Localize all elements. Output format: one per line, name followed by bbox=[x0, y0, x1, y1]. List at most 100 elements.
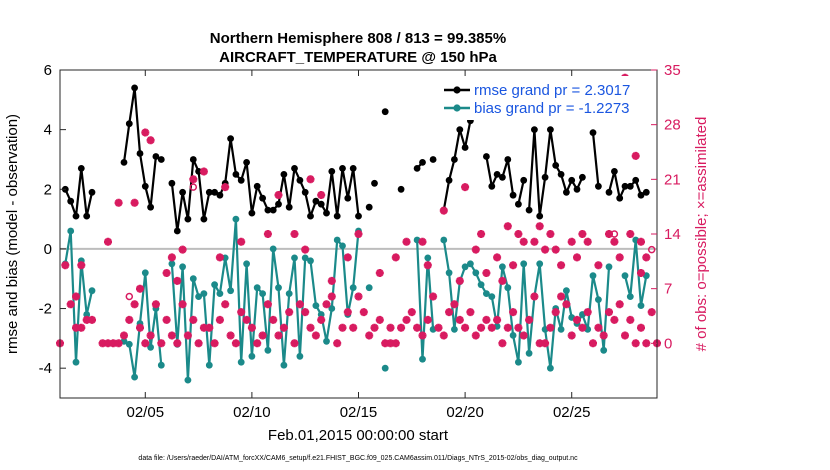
bias-point bbox=[269, 245, 277, 253]
bias-point bbox=[67, 227, 75, 235]
obs-assimilated-glyph bbox=[514, 230, 523, 238]
obs-assimilated-glyph bbox=[349, 323, 357, 332]
obs-assimilated-glyph bbox=[344, 308, 352, 316]
bias-point bbox=[141, 269, 149, 277]
obs-assimilated-glyph bbox=[322, 300, 331, 309]
bias-point bbox=[365, 284, 373, 292]
rmse-point bbox=[616, 194, 624, 202]
obs-assimilated-glyph bbox=[509, 308, 517, 316]
ticks-layer: 02/05 02/10 02/15 02/20 02/25 -4 -2 0 2 4 6 0 7 14 21 2… bbox=[39, 62, 681, 421]
obs-possible-point bbox=[125, 292, 134, 301]
obs-assimilated-glyph bbox=[530, 238, 539, 246]
obs-assimilated-point bbox=[231, 339, 240, 348]
obs-assimilated-point bbox=[445, 308, 454, 317]
obs-assimilated-point bbox=[162, 315, 171, 324]
bias-point bbox=[536, 260, 544, 268]
bias-point bbox=[307, 257, 314, 265]
bias-point bbox=[333, 236, 341, 244]
rmse-point bbox=[275, 200, 282, 208]
bias-point bbox=[477, 281, 485, 289]
y-right-tick-label: 7 bbox=[664, 281, 672, 298]
obs-assimilated-point bbox=[423, 315, 432, 324]
rmse-point bbox=[552, 162, 560, 169]
obs-assimilated-glyph bbox=[376, 316, 384, 324]
obs-assimilated-glyph bbox=[162, 316, 171, 324]
obs-assimilated-point bbox=[146, 136, 155, 145]
rmse-line bbox=[517, 180, 525, 205]
obs-assimilated-glyph bbox=[200, 167, 208, 176]
bias-point bbox=[509, 332, 517, 339]
obs-assimilated-glyph bbox=[482, 316, 491, 324]
obs-assimilated-glyph bbox=[440, 206, 448, 215]
obs-assimilated-point bbox=[429, 292, 438, 301]
rmse-point bbox=[525, 206, 533, 214]
bias-point bbox=[349, 284, 357, 292]
obs-assimilated-glyph bbox=[77, 323, 86, 332]
bias-point bbox=[168, 260, 176, 268]
obs-assimilated-glyph bbox=[461, 183, 469, 191]
obs-assimilated-glyph bbox=[413, 323, 421, 332]
rmse-point bbox=[301, 188, 309, 196]
obs-assimilated-point bbox=[290, 230, 299, 238]
bias-point bbox=[205, 361, 213, 369]
x-axis-label: Feb.01,2015 00:00:00 start bbox=[268, 427, 449, 444]
rmse-point bbox=[445, 176, 453, 184]
rmse-point bbox=[483, 153, 490, 160]
rmse-point bbox=[173, 227, 181, 235]
rmse-point bbox=[397, 185, 405, 193]
obs-assimilated-point bbox=[386, 339, 395, 348]
obs-assimilated-point bbox=[130, 198, 139, 207]
bias-point bbox=[483, 290, 490, 297]
obs-assimilated-glyph bbox=[354, 230, 363, 238]
obs-assimilated-point bbox=[503, 323, 512, 332]
obs-assimilated-point bbox=[631, 339, 640, 348]
bias-line bbox=[64, 229, 94, 364]
obs-assimilated-point bbox=[210, 339, 219, 348]
obs-assimilated-point bbox=[605, 308, 613, 317]
obs-assimilated-point bbox=[573, 315, 581, 324]
rmse-point bbox=[419, 159, 426, 166]
obs-assimilated-glyph bbox=[333, 339, 341, 348]
obs-assimilated-point bbox=[317, 315, 326, 324]
obs-assimilated-point bbox=[391, 253, 400, 262]
obs-assimilated-glyph bbox=[594, 323, 603, 332]
bias-point bbox=[621, 272, 629, 280]
obs-assimilated-glyph bbox=[66, 300, 75, 309]
obs-assimilated-glyph bbox=[317, 191, 325, 199]
rmse-point bbox=[312, 197, 320, 205]
obs-assimilated-glyph bbox=[120, 331, 128, 340]
obs-assimilated-glyph bbox=[168, 253, 176, 262]
obs-possible-point bbox=[610, 230, 619, 238]
obs-assimilated-glyph bbox=[551, 245, 560, 254]
obs-assimilated-point bbox=[583, 308, 592, 317]
obs-assimilated-glyph bbox=[386, 323, 395, 332]
rmse-point bbox=[232, 171, 240, 178]
obs-assimilated-glyph bbox=[274, 191, 283, 199]
x-tick-label: 02/05 bbox=[127, 404, 165, 421]
obs-assimilated-point bbox=[509, 308, 518, 317]
obs-assimilated-point bbox=[77, 323, 86, 332]
obs-assimilated-point bbox=[263, 230, 272, 238]
rmse-point bbox=[541, 173, 549, 181]
rmse-point bbox=[211, 188, 219, 196]
obs-assimilated-point bbox=[77, 261, 86, 270]
obs-assimilated-point bbox=[498, 339, 507, 348]
obs-assimilated-point bbox=[519, 237, 528, 246]
obs-assimilated-point bbox=[349, 323, 358, 332]
y-right-tick-label: 21 bbox=[664, 171, 681, 188]
obs-assimilated-point bbox=[514, 323, 523, 332]
obs-assimilated-glyph bbox=[599, 331, 608, 340]
obs-assimilated-glyph bbox=[541, 245, 549, 254]
rmse-point bbox=[520, 176, 528, 184]
obs-assimilated-glyph bbox=[631, 152, 640, 160]
obs-assimilated-glyph bbox=[61, 261, 70, 269]
obs-assimilated-point bbox=[173, 339, 182, 348]
bias-point bbox=[83, 311, 91, 318]
obs-assimilated-point bbox=[167, 331, 176, 340]
obs-assimilated-point bbox=[311, 331, 320, 340]
obs-assimilated-point bbox=[226, 331, 235, 340]
obs-assimilated-point bbox=[114, 339, 123, 348]
bias-point bbox=[296, 352, 304, 360]
obs-assimilated-point bbox=[493, 315, 502, 324]
obs-assimilated-point bbox=[167, 253, 176, 262]
